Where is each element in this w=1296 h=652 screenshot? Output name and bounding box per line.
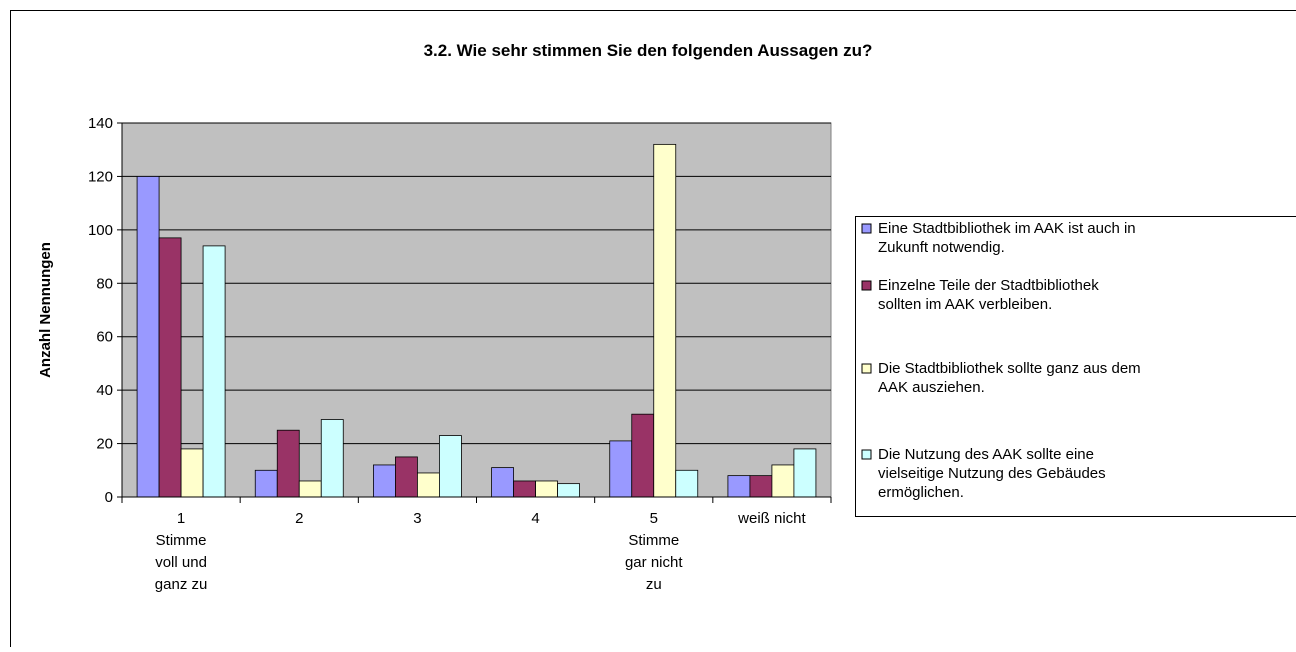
bar <box>536 481 558 497</box>
bar <box>492 468 514 497</box>
bar <box>181 449 203 497</box>
y-tick-label: 40 <box>96 382 113 399</box>
legend-swatch <box>862 364 871 373</box>
bar <box>277 430 299 497</box>
bar <box>395 457 417 497</box>
bar <box>137 176 159 497</box>
bar <box>299 481 321 497</box>
bar <box>610 441 632 497</box>
y-tick-label: 20 <box>96 436 113 453</box>
chart-title: 3.2. Wie sehr stimmen Sie den folgenden … <box>424 41 873 60</box>
bar <box>794 449 816 497</box>
bar <box>514 481 536 497</box>
bar <box>203 246 225 497</box>
bar <box>439 436 461 497</box>
bar <box>373 465 395 497</box>
x-tick-label: 3 <box>413 510 421 527</box>
bar <box>159 238 181 497</box>
legend-swatch <box>862 281 871 290</box>
bar <box>772 465 794 497</box>
bar <box>321 420 343 497</box>
bar <box>750 476 772 497</box>
bar <box>558 484 580 497</box>
y-tick-label: 0 <box>105 489 113 506</box>
y-tick-label: 100 <box>88 222 113 239</box>
bar <box>654 144 676 497</box>
y-tick-label: 120 <box>88 168 113 185</box>
plot-area <box>122 123 831 497</box>
x-tick-label: 2 <box>295 510 303 527</box>
bar <box>676 470 698 497</box>
bar <box>255 470 277 497</box>
y-tick-label: 80 <box>96 275 113 292</box>
x-tick-label: 4 <box>531 510 539 527</box>
y-axis-label: Anzahl Nennungen <box>37 242 54 378</box>
legend-swatch <box>862 224 871 233</box>
bar <box>728 476 750 497</box>
x-tick-label: weiß nicht <box>737 510 806 527</box>
bar <box>417 473 439 497</box>
y-tick-label: 140 <box>88 115 113 132</box>
legend-swatch <box>862 450 871 459</box>
bar <box>632 414 654 497</box>
y-tick-label: 60 <box>96 329 113 346</box>
